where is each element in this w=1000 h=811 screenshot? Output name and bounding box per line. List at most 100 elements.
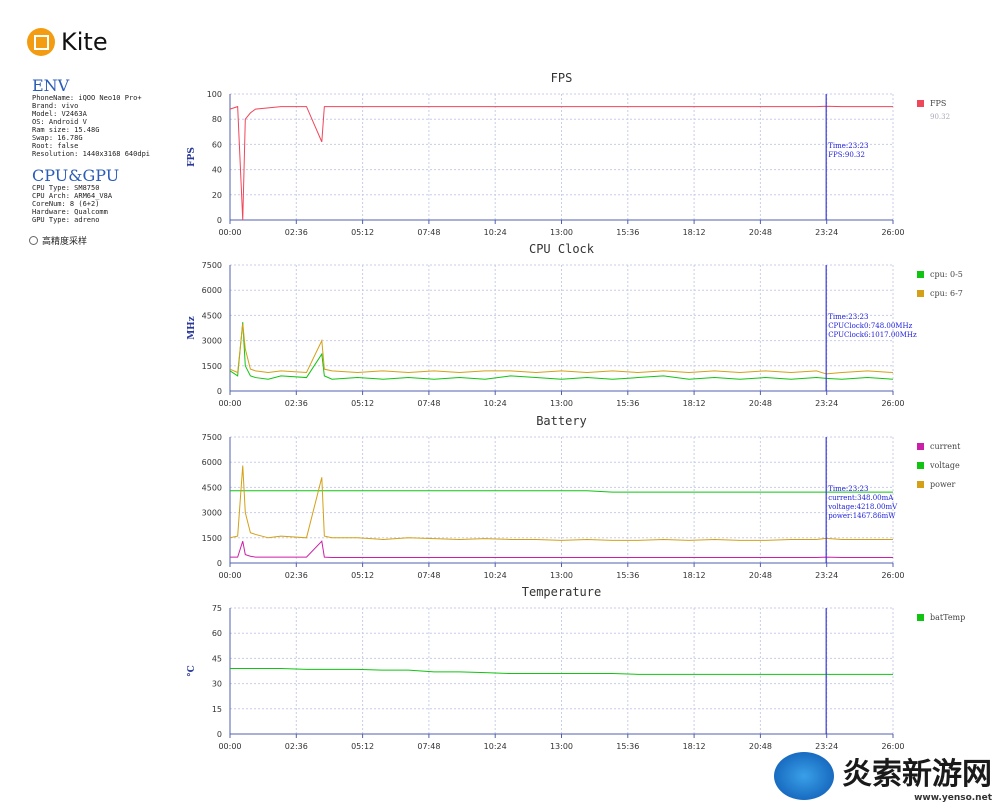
y-tick-label: 40 <box>212 166 222 175</box>
x-tick-label: 00:00 <box>218 571 241 580</box>
x-tick-label: 18:12 <box>683 399 706 408</box>
y-tick-label: 7500 <box>202 261 222 270</box>
x-tick-label: 07:48 <box>417 399 440 408</box>
cpu-info-line: CPU Type: SM8750 <box>32 184 100 192</box>
cursor-tooltip-line: CPUClock6:1017.00MHz <box>828 331 917 339</box>
chart-fps: FPS 0 20 40 60 80 100 00:00 02:36 05:12 07:48 10:24… <box>187 71 950 237</box>
cursor-tooltip-line: voltage:4218.00mV <box>827 503 898 511</box>
y-axis-label: MHz <box>187 316 197 340</box>
env-info-line: Resolution: 1440x3168 640dpi <box>32 150 151 158</box>
chart-title: Battery <box>536 414 587 428</box>
legend-label: voltage <box>929 461 960 470</box>
x-tick-label: 05:12 <box>351 742 374 751</box>
x-tick-label: 02:36 <box>285 399 308 408</box>
chart-title: Temperature <box>522 585 601 599</box>
y-tick-label: 15 <box>212 705 222 714</box>
x-tick-label: 18:12 <box>683 742 706 751</box>
env-info-line: OS: Android V <box>32 118 87 126</box>
x-tick-label: 13:00 <box>550 228 573 237</box>
chart-cpu-clock: CPU Clock 0 1500 3000 4500 6000 7500 00:00 02:36… <box>187 242 963 408</box>
legend-label: cpu: 6-7 <box>930 289 963 298</box>
kite-logo-icon <box>27 28 55 56</box>
y-tick-label: 3000 <box>202 509 222 518</box>
x-tick-label: 07:48 <box>417 571 440 580</box>
x-tick-label: 05:12 <box>351 228 374 237</box>
env-info-line: Swap: 16.78G <box>32 134 83 142</box>
watermark-logo-icon <box>774 752 834 800</box>
y-tick-label: 60 <box>212 140 222 149</box>
x-tick-label: 13:00 <box>550 742 573 751</box>
watermark-text: 炎索新游网 <box>842 757 992 792</box>
legend-label: cpu: 0-5 <box>930 270 963 279</box>
legend-label: power <box>930 480 956 489</box>
x-tick-label: 00:00 <box>218 399 241 408</box>
y-tick-label: 0 <box>217 216 222 225</box>
y-tick-label: 4500 <box>202 483 222 492</box>
legend-swatch <box>917 614 924 621</box>
legend-swatch <box>917 100 924 107</box>
y-tick-label: 30 <box>212 680 222 689</box>
series-line-voltage <box>230 490 893 493</box>
env-info-line: Root: false <box>32 142 79 150</box>
y-tick-label: 6000 <box>202 458 222 467</box>
x-tick-label: 20:48 <box>749 571 772 580</box>
y-tick-label: 75 <box>212 604 222 613</box>
x-tick-label: 10:24 <box>484 399 507 408</box>
chart-title: CPU Clock <box>529 242 595 256</box>
cursor-tooltip-line: power:1467.86mW <box>828 512 896 520</box>
y-tick-label: 0 <box>217 387 222 396</box>
cursor-tooltip-line: current:348.00mA <box>828 494 894 502</box>
cpu-info-line: CoreNum: 8 (6+2) <box>32 200 100 208</box>
x-tick-label: 23:24 <box>815 742 838 751</box>
y-axis-label: °C <box>187 665 197 677</box>
x-tick-label: 02:36 <box>285 571 308 580</box>
y-tick-label: 100 <box>207 90 222 99</box>
y-axis-label: FPS <box>187 147 197 167</box>
high-precision-sampling-radio[interactable]: 高精度采样 <box>29 234 202 247</box>
y-tick-label: 80 <box>212 115 222 124</box>
x-tick-label: 26:00 <box>881 228 904 237</box>
x-tick-label: 26:00 <box>881 399 904 408</box>
legend-swatch <box>917 290 924 297</box>
y-tick-label: 1500 <box>202 534 222 543</box>
y-tick-label: 60 <box>212 629 222 638</box>
x-tick-label: 05:12 <box>351 571 374 580</box>
series-line-power <box>229 465 893 541</box>
x-tick-label: 26:00 <box>881 742 904 751</box>
series-line-current <box>230 540 893 558</box>
cursor-tooltip-line: Time:23:23 <box>828 142 868 150</box>
x-tick-label: 15:36 <box>616 571 639 580</box>
app-name: Kite <box>61 28 108 56</box>
x-tick-label: 02:36 <box>285 228 308 237</box>
env-info-line: Brand: vivo <box>32 102 79 110</box>
chart-battery: Battery 0 1500 3000 4500 6000 7500 00:00 02:36 05… <box>202 414 962 580</box>
cursor-tooltip-line: FPS:90.32 <box>828 151 865 159</box>
x-tick-label: 15:36 <box>616 399 639 408</box>
legend-swatch <box>917 462 924 469</box>
cpugpu-title: CPU&GPU <box>32 166 120 185</box>
radio-circle-icon[interactable] <box>29 236 38 245</box>
cpu-info-line: GPU Type: adreno <box>32 216 100 224</box>
kite-logo: Kite <box>27 28 108 56</box>
y-tick-label: 7500 <box>202 433 222 442</box>
cpu-info-line: CPU Arch: ARM64_V8A <box>32 192 113 200</box>
x-tick-label: 07:48 <box>417 742 440 751</box>
x-tick-label: 02:36 <box>285 742 308 751</box>
x-tick-label: 23:24 <box>815 228 838 237</box>
watermark: 炎索新游网 www.yenso.net <box>774 749 992 803</box>
x-tick-label: 23:24 <box>815 571 838 580</box>
legend-label: batTemp <box>930 613 965 622</box>
cpu-info-line: Hardware: Qualcomm <box>32 208 108 216</box>
env-info-line: PhoneName: iQOO Neo10 Pro+ <box>32 94 142 102</box>
y-tick-label: 45 <box>212 654 222 663</box>
legend-swatch <box>917 481 924 488</box>
env-title: ENV <box>32 76 70 95</box>
env-info-line: Model: V2463A <box>32 110 87 118</box>
watermark-url: www.yenso.net <box>914 793 992 803</box>
x-tick-label: 05:12 <box>351 399 374 408</box>
chart-title: FPS <box>551 71 573 85</box>
y-tick-label: 4500 <box>202 311 222 320</box>
y-tick-label: 0 <box>217 559 222 568</box>
y-tick-label: 3000 <box>202 337 222 346</box>
